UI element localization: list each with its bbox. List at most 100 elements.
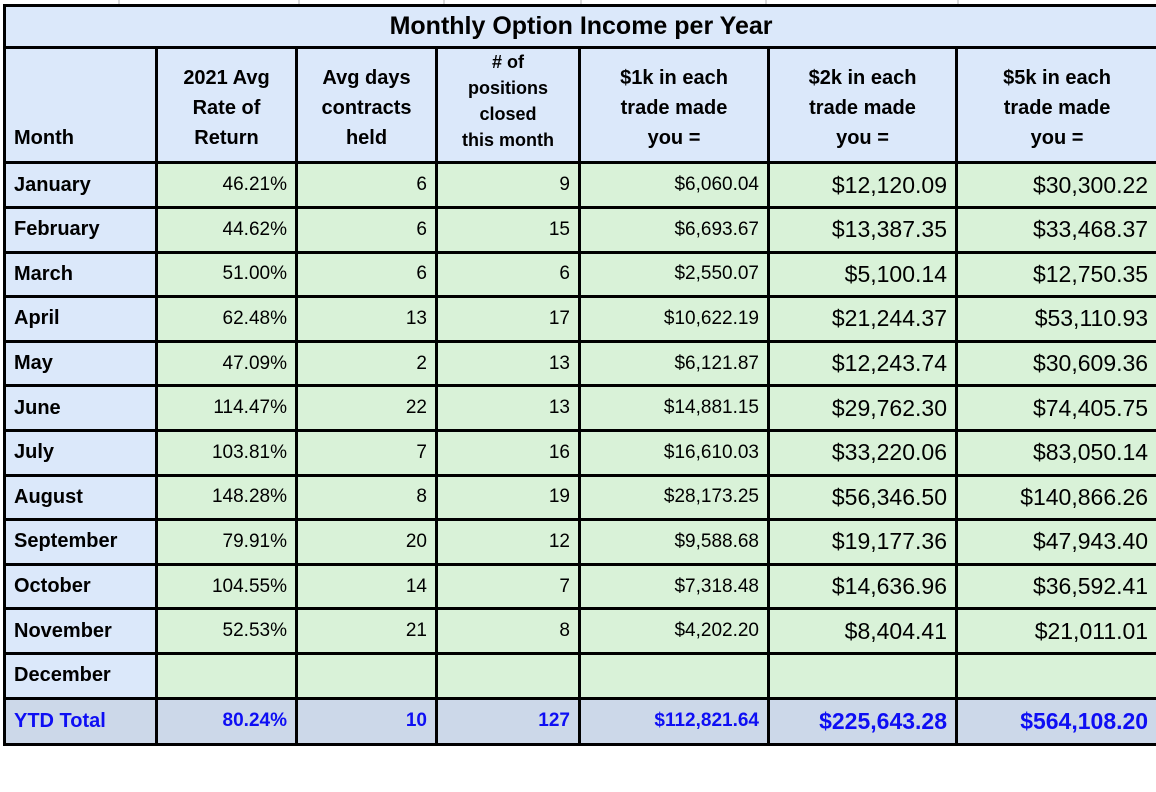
cell-avg-days[interactable]: 13 — [295, 295, 438, 343]
cell-5k-income[interactable]: $83,050.14 — [954, 428, 1156, 477]
cell-1k-income[interactable]: $2,550.07 — [578, 250, 770, 299]
cell-5k-income[interactable]: $140,866.26 — [954, 473, 1156, 522]
cell-ytd-positions-closed[interactable]: 127 — [435, 696, 581, 746]
cell-5k-income[interactable]: $30,609.36 — [954, 339, 1156, 388]
cell-rate-of-return[interactable]: 79.91% — [155, 518, 298, 566]
cell-positions-closed[interactable]: 19 — [435, 473, 581, 522]
cell-5k-income[interactable]: $12,750.35 — [954, 250, 1156, 299]
cell-avg-days[interactable] — [295, 651, 438, 700]
cell-avg-days[interactable]: 8 — [295, 473, 438, 522]
cell-rate-of-return[interactable]: 114.47% — [155, 384, 298, 432]
cell-rate-of-return[interactable]: 47.09% — [155, 339, 298, 388]
cell-2k-income[interactable]: $56,346.50 — [767, 473, 958, 522]
cell-positions-closed[interactable]: 7 — [435, 562, 581, 611]
cell-rate-of-return[interactable]: 62.48% — [155, 295, 298, 343]
cell-2k-income[interactable]: $14,636.96 — [767, 562, 958, 611]
column-header-avg-days-held[interactable]: Avg days contracts held — [295, 45, 438, 165]
cell-1k-income[interactable]: $9,588.68 — [578, 518, 770, 566]
column-header-2k-income[interactable]: $2k in each trade made you = — [767, 45, 958, 165]
cell-month[interactable]: June — [3, 384, 158, 432]
cell-positions-closed[interactable]: 16 — [435, 428, 581, 477]
cell-month[interactable]: January — [3, 161, 158, 209]
cell-2k-income[interactable]: $33,220.06 — [767, 428, 958, 477]
cell-positions-closed[interactable]: 12 — [435, 518, 581, 566]
cell-ytd-label[interactable]: YTD Total — [3, 696, 158, 746]
column-header-rate-of-return[interactable]: 2021 Avg Rate of Return — [155, 45, 298, 165]
cell-1k-income[interactable]: $6,060.04 — [578, 161, 770, 209]
cell-1k-income[interactable]: $16,610.03 — [578, 428, 770, 477]
column-header-1k-income[interactable]: $1k in each trade made you = — [578, 45, 770, 165]
cell-1k-income[interactable]: $6,121.87 — [578, 339, 770, 388]
cell-2k-income[interactable]: $21,244.37 — [767, 295, 958, 343]
cell-5k-income[interactable] — [954, 651, 1156, 700]
cell-month[interactable]: April — [3, 295, 158, 343]
cell-avg-days[interactable]: 22 — [295, 384, 438, 432]
cell-positions-closed[interactable]: 17 — [435, 295, 581, 343]
cell-positions-closed[interactable]: 13 — [435, 384, 581, 432]
cell-5k-income[interactable]: $33,468.37 — [954, 205, 1156, 254]
cell-month[interactable]: August — [3, 473, 158, 522]
cell-5k-income[interactable]: $21,011.01 — [954, 607, 1156, 655]
cell-rate-of-return[interactable]: 46.21% — [155, 161, 298, 209]
column-header-positions-closed[interactable]: # of positions closed this month — [435, 45, 581, 165]
column-header-5k-income[interactable]: $5k in each trade made you = — [954, 45, 1156, 165]
sheet-gridline-strip — [0, 0, 1156, 4]
cell-2k-income[interactable]: $12,120.09 — [767, 161, 958, 209]
cell-ytd-avg-days[interactable]: 10 — [295, 696, 438, 746]
cell-1k-income[interactable]: $28,173.25 — [578, 473, 770, 522]
cell-positions-closed[interactable]: 15 — [435, 205, 581, 254]
cell-2k-income[interactable]: $29,762.30 — [767, 384, 958, 432]
cell-2k-income[interactable]: $13,387.35 — [767, 205, 958, 254]
column-header-month[interactable]: Month — [3, 45, 158, 165]
cell-2k-income[interactable]: $8,404.41 — [767, 607, 958, 655]
cell-5k-income[interactable]: $74,405.75 — [954, 384, 1156, 432]
cell-5k-income[interactable]: $53,110.93 — [954, 295, 1156, 343]
cell-month[interactable]: February — [3, 205, 158, 254]
cell-avg-days[interactable]: 7 — [295, 428, 438, 477]
cell-positions-closed[interactable]: 6 — [435, 250, 581, 299]
table-title[interactable]: Monthly Option Income per Year — [2, 4, 1156, 49]
cell-month[interactable]: November — [3, 607, 158, 655]
cell-rate-of-return[interactable]: 148.28% — [155, 473, 298, 522]
cell-avg-days[interactable]: 14 — [295, 562, 438, 611]
cell-1k-income[interactable]: $7,318.48 — [578, 562, 770, 611]
cell-positions-closed[interactable] — [435, 651, 581, 700]
cell-rate-of-return[interactable]: 52.53% — [155, 607, 298, 655]
cell-2k-income[interactable]: $12,243.74 — [767, 339, 958, 388]
cell-avg-days[interactable]: 6 — [295, 205, 438, 254]
cell-positions-closed[interactable]: 9 — [435, 161, 581, 209]
cell-2k-income[interactable] — [767, 651, 958, 700]
cell-2k-income[interactable]: $5,100.14 — [767, 250, 958, 299]
cell-avg-days[interactable]: 20 — [295, 518, 438, 566]
cell-rate-of-return[interactable]: 51.00% — [155, 250, 298, 299]
cell-avg-days[interactable]: 21 — [295, 607, 438, 655]
cell-avg-days[interactable]: 2 — [295, 339, 438, 388]
cell-month[interactable]: December — [3, 651, 158, 700]
cell-1k-income[interactable] — [578, 651, 770, 700]
cell-2k-income[interactable]: $19,177.36 — [767, 518, 958, 566]
cell-ytd-5k-income[interactable]: $564,108.20 — [954, 696, 1156, 746]
cell-rate-of-return[interactable]: 103.81% — [155, 428, 298, 477]
cell-1k-income[interactable]: $4,202.20 — [578, 607, 770, 655]
cell-positions-closed[interactable]: 13 — [435, 339, 581, 388]
cell-avg-days[interactable]: 6 — [295, 161, 438, 209]
cell-month[interactable]: October — [3, 562, 158, 611]
cell-month[interactable]: March — [3, 250, 158, 299]
cell-avg-days[interactable]: 6 — [295, 250, 438, 299]
cell-5k-income[interactable]: $30,300.22 — [954, 161, 1156, 209]
cell-positions-closed[interactable]: 8 — [435, 607, 581, 655]
cell-month[interactable]: May — [3, 339, 158, 388]
cell-rate-of-return[interactable] — [155, 651, 298, 700]
cell-ytd-1k-income[interactable]: $112,821.64 — [578, 696, 770, 746]
cell-ytd-rate-of-return[interactable]: 80.24% — [155, 696, 298, 746]
cell-month[interactable]: September — [3, 518, 158, 566]
cell-rate-of-return[interactable]: 44.62% — [155, 205, 298, 254]
cell-5k-income[interactable]: $47,943.40 — [954, 518, 1156, 566]
cell-ytd-2k-income[interactable]: $225,643.28 — [767, 696, 958, 746]
cell-1k-income[interactable]: $10,622.19 — [578, 295, 770, 343]
cell-5k-income[interactable]: $36,592.41 — [954, 562, 1156, 611]
cell-1k-income[interactable]: $14,881.15 — [578, 384, 770, 432]
cell-1k-income[interactable]: $6,693.67 — [578, 205, 770, 254]
cell-month[interactable]: July — [3, 428, 158, 477]
cell-rate-of-return[interactable]: 104.55% — [155, 562, 298, 611]
